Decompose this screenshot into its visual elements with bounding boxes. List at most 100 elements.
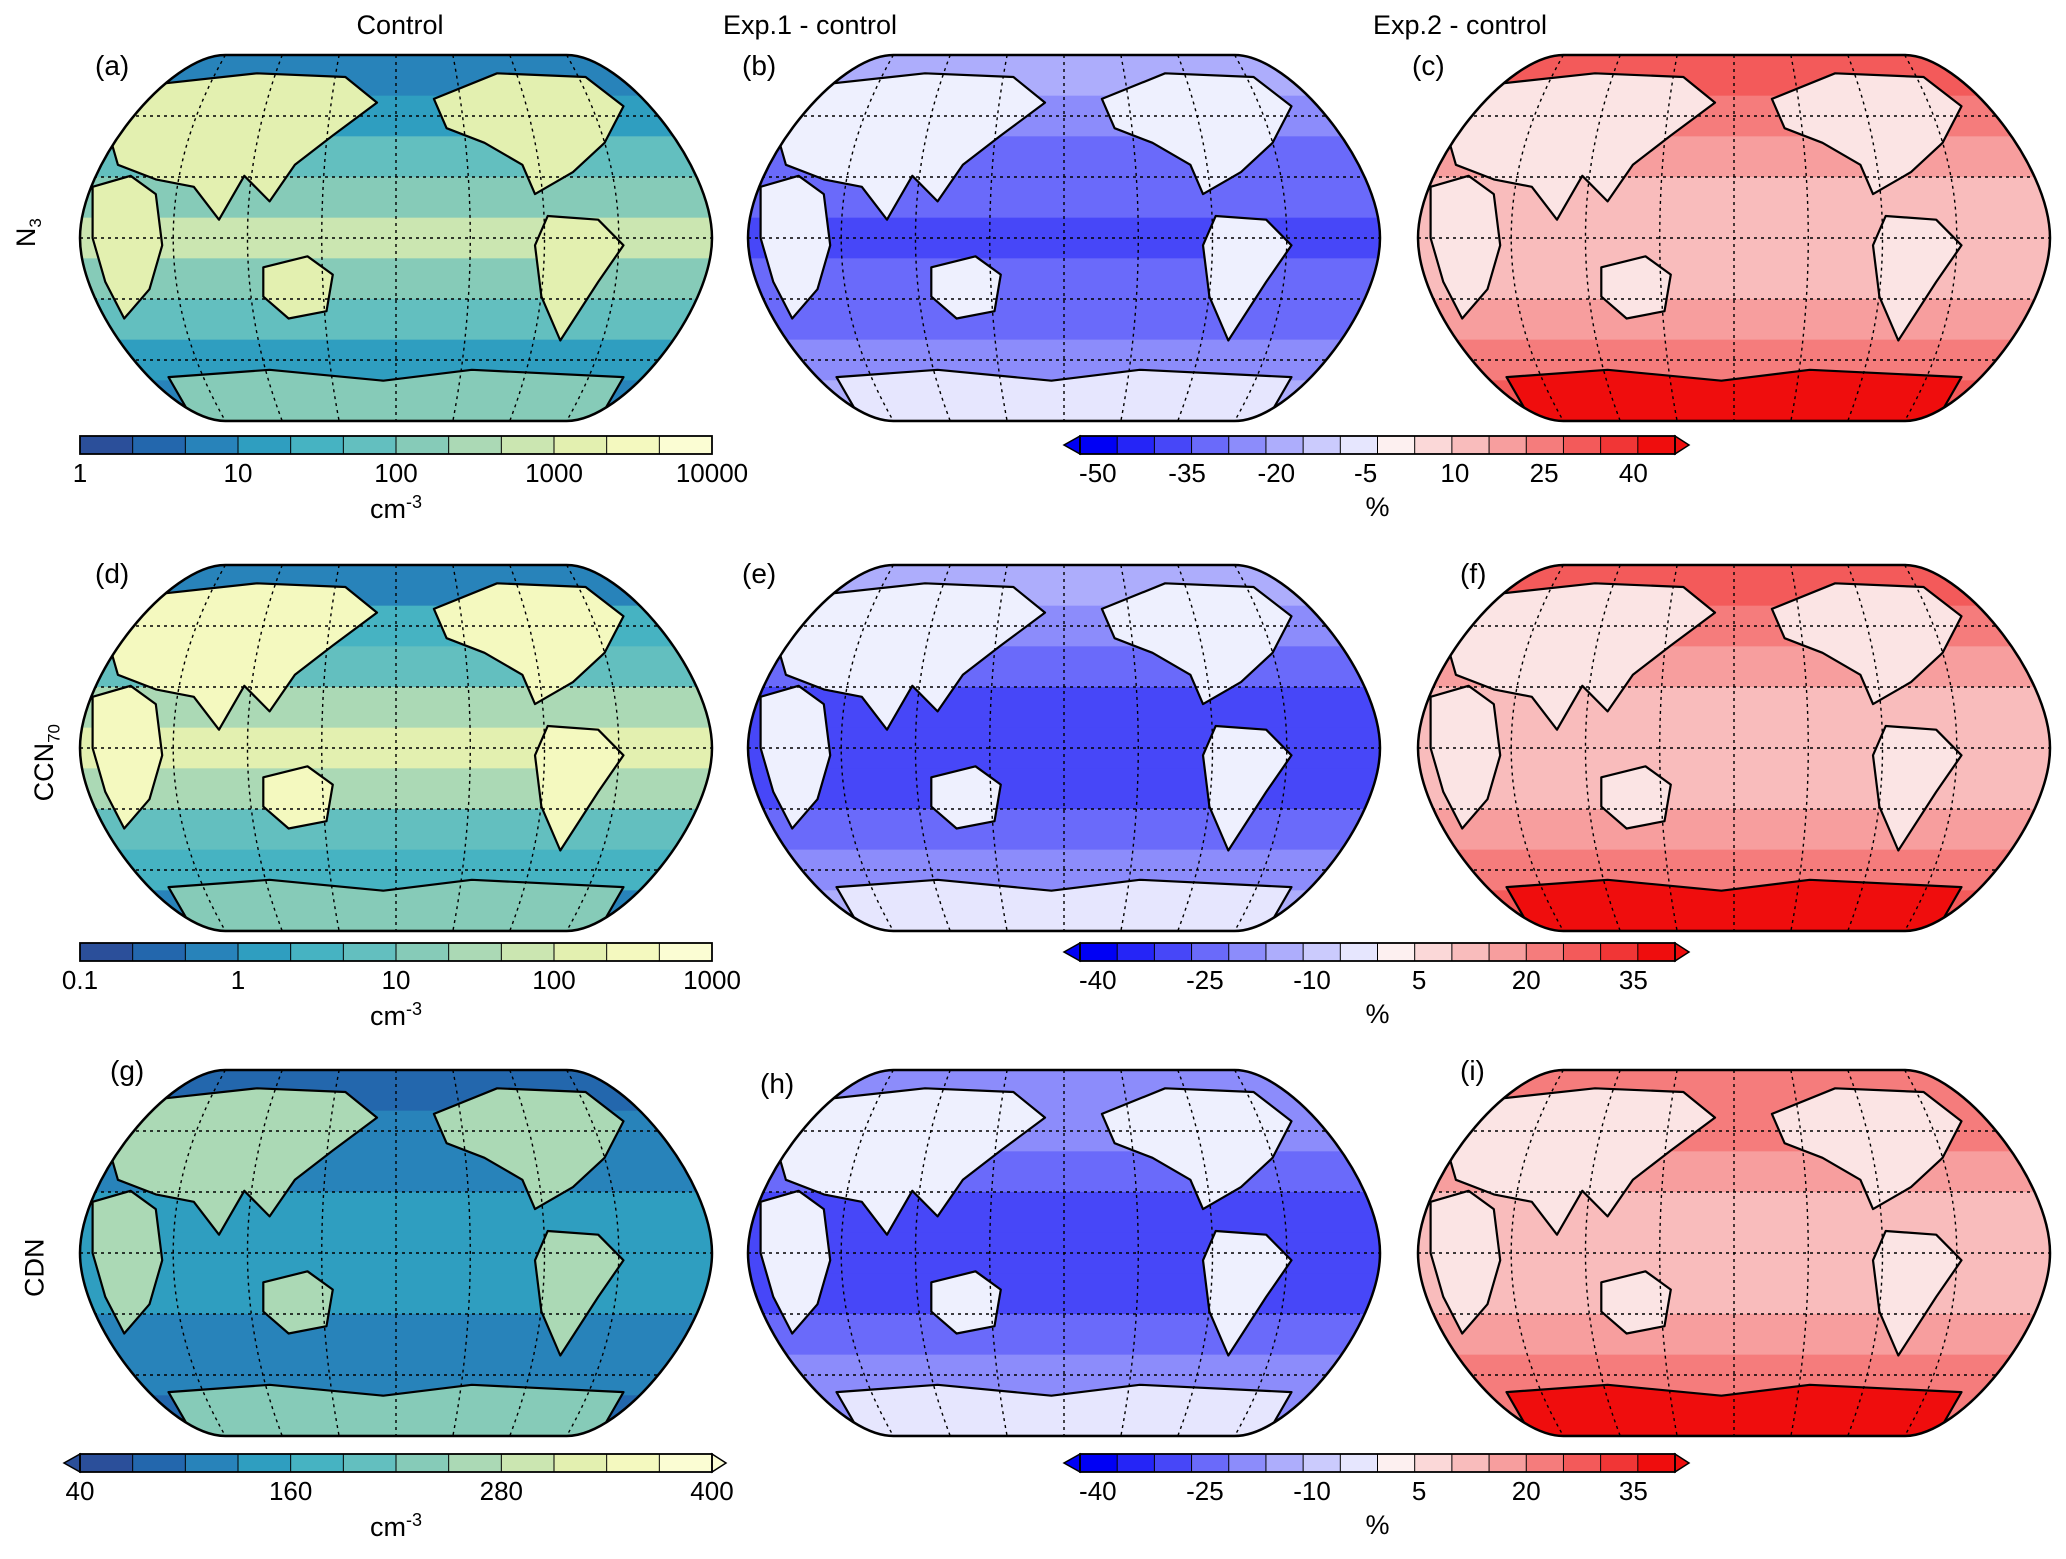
continent-outline — [533, 1229, 625, 1357]
colorbar-segment — [606, 436, 660, 454]
colorbar-segment — [501, 436, 555, 454]
colorbar-extend-min — [1062, 941, 1081, 963]
colorbar-segment — [448, 1454, 502, 1472]
colorbar-segment — [1117, 436, 1155, 454]
graticule-meridian — [452, 565, 471, 931]
colorbar-frame — [1079, 435, 1676, 455]
panel-label-c: (c) — [1412, 50, 1445, 81]
colorbar-segment — [1228, 436, 1267, 454]
graticule-meridian — [1584, 55, 1621, 421]
colorbar — [1062, 1452, 1691, 1474]
colorbar-segment — [1340, 436, 1378, 454]
map-panel — [746, 1068, 1382, 1438]
colorbar-segment — [1489, 943, 1527, 961]
continent-outline — [432, 1087, 625, 1211]
colorbar-extend-max — [1674, 941, 1691, 963]
continent-outline — [533, 214, 625, 342]
colorbar-unit-label: % — [1365, 1510, 1390, 1540]
graticule-meridian — [840, 1070, 894, 1436]
colorbar-tick-label: 0.1 — [61, 965, 99, 995]
colorbar-segment — [448, 436, 502, 454]
colorbar-segment — [659, 436, 713, 454]
graticule-meridian — [172, 1070, 226, 1436]
colorbar-segment — [132, 943, 186, 961]
colorbar-extend-max — [1674, 1452, 1691, 1474]
field-band — [80, 1314, 712, 1356]
colorbar-segment — [1154, 436, 1193, 454]
panel-label-a: (a) — [95, 50, 130, 81]
map-border — [1416, 53, 2052, 423]
colorbar-segment — [606, 943, 660, 961]
colorbar-segment — [1117, 943, 1155, 961]
colorbar-segment — [501, 1454, 555, 1472]
graticule-meridian — [321, 565, 340, 931]
continent-outline — [1442, 582, 1717, 731]
row-label-ccn70: CCN70 — [29, 723, 64, 802]
graticule-meridian — [1234, 55, 1288, 421]
graticule-meridian — [1904, 565, 1958, 931]
continent-outline — [759, 1189, 832, 1335]
colorbar-tick-label: 400 — [690, 1476, 734, 1506]
continent-outline — [1100, 72, 1293, 196]
continent-outline — [104, 1087, 379, 1236]
continent-outline — [772, 1087, 1047, 1236]
colorbar-tick-label: 160 — [268, 1476, 313, 1506]
colorbar-segment — [1414, 943, 1453, 961]
graticule-meridian — [321, 55, 340, 421]
colorbar-segment — [238, 436, 292, 454]
continent-outline — [91, 174, 164, 320]
continent-outline — [1100, 582, 1293, 706]
map-panel — [78, 563, 714, 933]
colorbar-segment — [554, 943, 608, 961]
graticule-meridian — [1120, 565, 1139, 931]
graticule-meridian — [1847, 55, 1884, 421]
colorbar-tick-label: 10000 — [675, 458, 749, 488]
graticule-meridian — [321, 1070, 340, 1436]
continent-outline — [1442, 1087, 1717, 1236]
colorbar-segment — [1414, 436, 1453, 454]
map-border — [746, 563, 1382, 933]
colorbar-segment — [659, 1454, 713, 1472]
graticule-meridian — [1177, 55, 1214, 421]
colorbar-segment — [1563, 943, 1602, 961]
continent-outline — [167, 1383, 625, 1436]
colorbar — [1062, 434, 1691, 456]
continent-outline — [1429, 684, 1502, 830]
colorbar-segment — [80, 436, 134, 454]
colorbar-frame — [79, 942, 713, 962]
map-border — [746, 53, 1382, 423]
colorbar-tick-label: 1000 — [525, 458, 583, 488]
map-panel — [1416, 563, 2052, 933]
colorbar-segment — [343, 1454, 397, 1472]
colorbar-segment — [1080, 436, 1118, 454]
continent-outline — [772, 582, 1047, 731]
colorbar-segment — [659, 943, 713, 961]
colorbar-segment — [1228, 943, 1267, 961]
colorbar-segment — [290, 1454, 344, 1472]
field-band — [80, 299, 712, 341]
colorbar-segment — [1265, 1454, 1304, 1472]
colorbar-segment — [1600, 1454, 1639, 1472]
graticule-meridian — [246, 565, 283, 931]
graticule-meridian — [1904, 1070, 1958, 1436]
colorbar — [79, 942, 713, 962]
continent-outline — [1600, 1270, 1672, 1335]
graticule-meridian — [1584, 1070, 1621, 1436]
colorbar-tick-label: -25 — [1186, 1476, 1224, 1506]
colorbar-extend-max — [1674, 434, 1691, 456]
colorbar-segment — [1340, 1454, 1378, 1472]
graticule-meridian — [1120, 55, 1139, 421]
map-panel — [1416, 1068, 2052, 1438]
colorbar-segment — [132, 436, 186, 454]
column-title-control: Control — [356, 10, 444, 40]
graticule-meridian — [1584, 565, 1621, 931]
colorbar-segment — [80, 1454, 134, 1472]
continent-outline — [1871, 1229, 1963, 1357]
continent-outline — [91, 1189, 164, 1335]
graticule-meridian — [172, 565, 226, 931]
colorbar-segment — [396, 1454, 450, 1472]
graticule-meridian — [989, 565, 1008, 931]
continent-outline — [262, 765, 334, 830]
map-panel — [746, 53, 1382, 423]
colorbar-segment — [290, 436, 344, 454]
